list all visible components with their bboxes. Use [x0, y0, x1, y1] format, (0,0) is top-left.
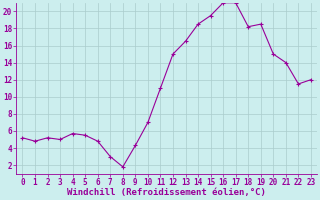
- X-axis label: Windchill (Refroidissement éolien,°C): Windchill (Refroidissement éolien,°C): [67, 188, 266, 197]
